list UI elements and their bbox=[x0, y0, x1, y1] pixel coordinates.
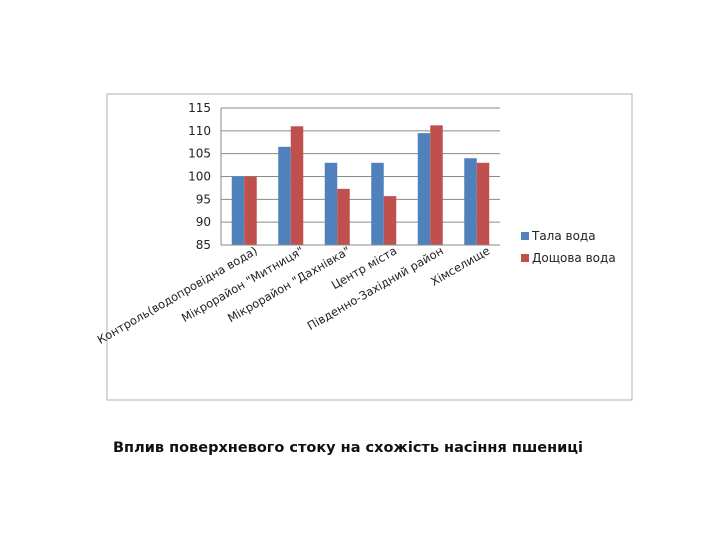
y-tick-label: 95 bbox=[196, 192, 211, 206]
y-tick-label: 105 bbox=[188, 147, 211, 161]
figure-caption: Вплив поверхневого стоку на схожість нас… bbox=[113, 440, 583, 456]
y-tick-label: 100 bbox=[188, 170, 211, 184]
bar bbox=[244, 176, 257, 245]
y-tick-label: 115 bbox=[188, 101, 211, 115]
y-tick-label: 90 bbox=[196, 215, 211, 229]
y-tick-label: 110 bbox=[188, 124, 211, 138]
y-tick-labels: 85 90 95 100 105 110 115 bbox=[188, 101, 211, 252]
bar bbox=[371, 162, 384, 245]
legend-label: Тала вода bbox=[531, 229, 596, 243]
legend: Тала вода Дощова вода bbox=[521, 229, 616, 265]
bar bbox=[430, 125, 443, 245]
bar bbox=[337, 188, 350, 245]
legend-swatch bbox=[521, 254, 529, 262]
bar bbox=[464, 158, 477, 245]
bar bbox=[417, 133, 431, 245]
chart-frame bbox=[106, 93, 633, 401]
bar bbox=[290, 126, 304, 245]
legend-swatch bbox=[521, 232, 529, 240]
bar bbox=[278, 146, 291, 245]
bars bbox=[231, 125, 490, 245]
bar bbox=[231, 176, 245, 245]
gridlines bbox=[221, 107, 500, 246]
bar bbox=[383, 196, 397, 245]
bar bbox=[324, 162, 338, 245]
y-tick-label: 85 bbox=[196, 238, 211, 252]
bar bbox=[476, 162, 490, 245]
legend-label: Дощова вода bbox=[532, 251, 616, 265]
